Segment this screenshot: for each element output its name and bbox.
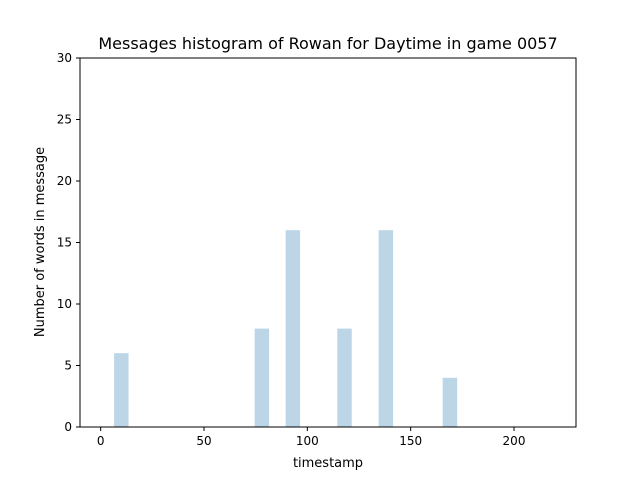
y-tick-label: 20 [57,174,72,188]
x-tick-label: 200 [503,434,526,448]
histogram-bar-2 [254,328,270,427]
y-axis-label: Number of words in message [33,147,48,337]
histogram-bar-6 [442,377,458,427]
plot-area-frame [79,57,577,428]
y-tick-label: 30 [57,51,72,65]
y-axis-ticks: 0 5 10 15 20 25 30 [57,51,80,434]
x-tick-label: 50 [196,434,211,448]
x-tick-label: 150 [399,434,422,448]
y-tick-label: 5 [64,359,72,373]
x-axis-ticks: 0 50 100 150 200 [97,427,526,448]
y-tick-label: 15 [57,236,72,250]
histogram-bar-1 [114,353,129,427]
y-tick-label: 25 [57,113,72,127]
bars-group [114,230,458,427]
y-tick-label: 0 [64,420,72,434]
histogram-bar-5 [378,230,394,427]
x-tick-label: 0 [97,434,105,448]
chart-title: Messages histogram of Rowan for Daytime … [98,34,557,53]
histogram-bar-3 [285,230,301,427]
x-axis-label: timestamp [293,456,363,471]
histogram-bar-4 [337,328,352,427]
y-tick-label: 10 [57,297,72,311]
x-tick-label: 100 [296,434,319,448]
